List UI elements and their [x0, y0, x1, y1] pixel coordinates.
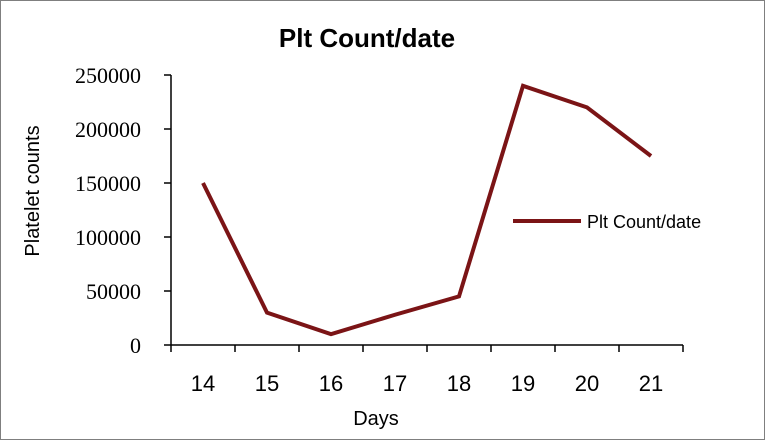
x-tick-label: 20	[575, 371, 599, 396]
x-tick-label: 14	[191, 371, 215, 396]
y-axis: 0 50000 100000 150000 200000 250000	[75, 63, 172, 358]
data-point	[457, 294, 461, 298]
x-tick-label: 21	[639, 371, 663, 396]
data-point	[201, 181, 205, 185]
plot-area	[201, 83, 653, 337]
legend-label: Plt Count/date	[587, 212, 701, 232]
y-tick-label: 250000	[75, 63, 141, 88]
legend: Plt Count/date	[513, 212, 701, 232]
y-tick-label: 0	[130, 333, 141, 358]
x-tick-label: 17	[383, 371, 407, 396]
x-tick-label: 19	[511, 371, 535, 396]
y-tick-label: 200000	[75, 117, 141, 142]
x-tick-label: 16	[319, 371, 343, 396]
data-point	[521, 84, 525, 88]
y-axis-label: Platelet counts	[22, 125, 44, 256]
series-line	[201, 83, 653, 337]
y-tick-label: 100000	[75, 225, 141, 250]
x-axis-label: Days	[353, 408, 399, 430]
x-axis: 14 15 16 17 18 19 20 21	[170, 344, 684, 396]
data-point	[393, 313, 397, 317]
y-tick-label: 50000	[86, 279, 141, 304]
x-tick-label: 15	[255, 371, 279, 396]
data-point	[649, 154, 653, 158]
data-point	[265, 311, 269, 315]
chart-title: Plt Count/date	[279, 23, 455, 53]
x-tick-label: 18	[447, 371, 471, 396]
data-point	[585, 105, 589, 109]
y-tick-label: 150000	[75, 171, 141, 196]
data-point	[329, 332, 333, 336]
